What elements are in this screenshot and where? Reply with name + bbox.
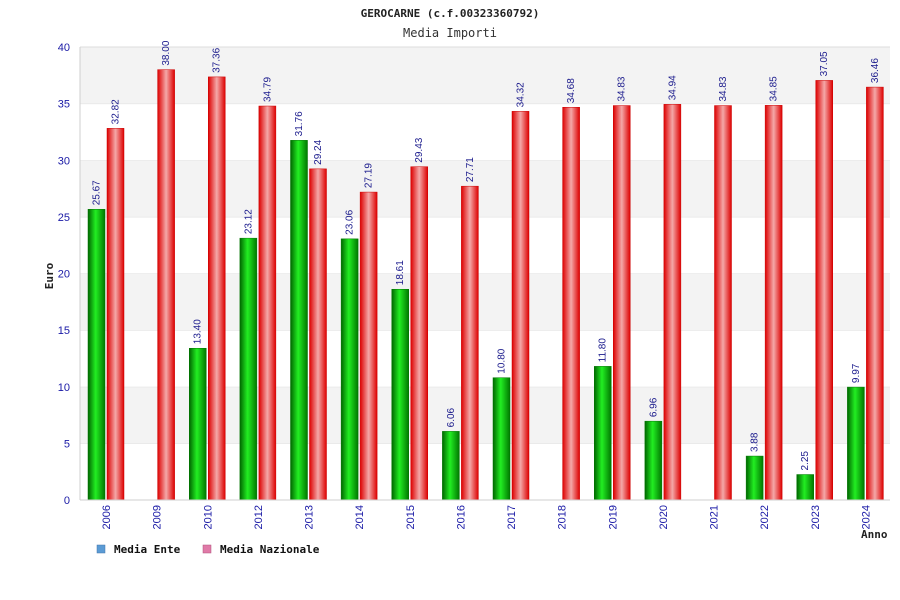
- value-label-media-nazionale: 27.71: [465, 157, 476, 182]
- x-tick-label: 2009: [152, 505, 164, 529]
- x-tick-label: 2013: [304, 505, 316, 529]
- value-label-media-ente: 25.67: [92, 180, 103, 205]
- x-tick-label: 2006: [101, 505, 113, 529]
- legend-label-media-ente: Media Ente: [114, 543, 181, 556]
- x-tick-label: 2020: [658, 505, 670, 529]
- bar-media-nazionale: [714, 105, 732, 501]
- bar-media-nazionale: [613, 105, 631, 501]
- bar-media-ente: [239, 237, 258, 501]
- value-label-media-ente: 9.97: [851, 363, 862, 383]
- bar-media-ente: [644, 420, 663, 501]
- value-label-media-nazionale: 37.05: [819, 51, 830, 76]
- y-tick-label: 40: [58, 42, 70, 54]
- y-tick-label: 0: [64, 495, 70, 507]
- bars-layer: [87, 69, 884, 501]
- x-tick-label: 2023: [810, 505, 822, 529]
- bar-media-nazionale: [461, 185, 479, 501]
- value-label-media-ente: 10.80: [497, 348, 508, 373]
- value-label-media-nazionale: 37.36: [212, 47, 223, 72]
- value-label-media-nazionale: 29.24: [313, 139, 324, 164]
- bar-media-nazionale: [258, 105, 277, 501]
- bar-media-ente: [442, 431, 460, 501]
- bar-media-nazionale: [815, 80, 833, 501]
- y-tick-label: 30: [58, 155, 70, 167]
- bar-media-nazionale: [309, 168, 327, 501]
- value-label-media-nazionale: 34.83: [617, 76, 628, 101]
- value-label-media-ente: 6.96: [648, 397, 659, 417]
- y-tick-label: 15: [58, 325, 70, 337]
- bar-media-nazionale: [157, 69, 175, 501]
- y-tick-label: 10: [58, 382, 70, 394]
- value-label-media-nazionale: 34.32: [516, 82, 527, 107]
- x-tick-label: 2021: [709, 505, 721, 529]
- value-label-media-ente: 11.80: [598, 338, 609, 363]
- value-label-media-ente: 18.61: [395, 260, 406, 285]
- value-label-media-ente: 2.25: [800, 451, 811, 471]
- x-tick-label: 2022: [759, 505, 771, 529]
- chart-subtitle: Media Importi: [403, 26, 497, 40]
- value-label-media-nazionale: 34.79: [262, 77, 273, 102]
- value-label-media-nazionale: 34.94: [667, 75, 678, 100]
- value-label-media-nazionale: 34.68: [566, 78, 577, 103]
- bar-media-nazionale: [208, 76, 226, 501]
- value-label-media-ente: 13.40: [193, 319, 204, 344]
- value-label-media-nazionale: 32.82: [111, 99, 122, 124]
- bar-media-ente: [189, 347, 207, 501]
- y-axis-ticks: 0 5 10 15 20 25 30 35 40: [58, 42, 70, 507]
- legend-swatch-media-ente: [96, 544, 106, 554]
- bar-media-nazionale: [764, 105, 783, 501]
- x-tick-label: 2024: [860, 505, 872, 529]
- legend-swatch-media-nazionale: [202, 544, 212, 554]
- value-label-media-nazionale: 38.00: [161, 40, 172, 65]
- y-tick-label: 20: [58, 269, 70, 281]
- x-tick-label: 2012: [253, 505, 265, 529]
- bar-media-nazionale: [663, 104, 682, 501]
- value-label-media-nazionale: 34.83: [718, 76, 729, 101]
- bar-media-nazionale: [410, 166, 428, 501]
- bar-media-nazionale: [511, 111, 530, 501]
- bar-media-ente: [847, 386, 865, 501]
- value-label-media-ente: 6.06: [446, 407, 457, 427]
- y-axis-label: Euro: [43, 262, 56, 289]
- value-label-media-ente: 23.12: [243, 209, 254, 234]
- y-tick-label: 25: [58, 212, 70, 224]
- bar-media-nazionale: [359, 191, 378, 501]
- value-labels-layer: 25.67 32.82 38.00 13.40 37.36 23.12 34.79 31.76…: [92, 40, 881, 470]
- x-tick-label: 2014: [354, 505, 366, 529]
- y-tick-label: 5: [64, 438, 70, 450]
- bar-media-nazionale: [106, 128, 125, 501]
- y-tick-label: 35: [58, 99, 70, 111]
- bar-media-nazionale: [562, 106, 580, 501]
- bar-media-ente: [340, 238, 359, 501]
- value-label-media-nazionale: 36.46: [870, 58, 881, 83]
- x-tick-label: 2015: [405, 505, 417, 529]
- value-label-media-nazionale: 34.85: [769, 76, 780, 101]
- bar-media-nazionale: [866, 86, 884, 501]
- value-label-media-nazionale: 27.19: [364, 163, 375, 188]
- bar-media-ente: [391, 288, 409, 501]
- value-label-media-ente: 3.88: [750, 432, 761, 452]
- x-tick-label: 2016: [455, 505, 467, 529]
- value-label-media-ente: 23.06: [345, 209, 356, 234]
- legend-label-media-nazionale: Media Nazionale: [220, 543, 320, 556]
- x-axis-label: Anno: [861, 528, 888, 541]
- bar-media-ente: [492, 377, 511, 501]
- bar-media-ente: [290, 140, 308, 501]
- bar-media-ente: [594, 366, 612, 501]
- x-tick-label: 2010: [202, 505, 214, 529]
- value-label-media-nazionale: 29.43: [414, 137, 425, 162]
- x-tick-label: 2017: [506, 505, 518, 529]
- x-tick-label: 2019: [607, 505, 619, 529]
- bar-media-ente: [796, 474, 814, 501]
- bar-media-ente: [745, 455, 764, 501]
- bar-media-ente: [87, 209, 106, 501]
- value-label-media-ente: 31.76: [294, 111, 305, 136]
- x-axis-ticks: 2006 2009 2010 2012 2013 2014 2015 2016 2017 2018…: [101, 505, 872, 529]
- legend: Media Ente Media Nazionale: [96, 543, 320, 556]
- chart-title: GEROCARNE (c.f.00323360792): [361, 7, 540, 20]
- x-tick-label: 2018: [557, 505, 569, 529]
